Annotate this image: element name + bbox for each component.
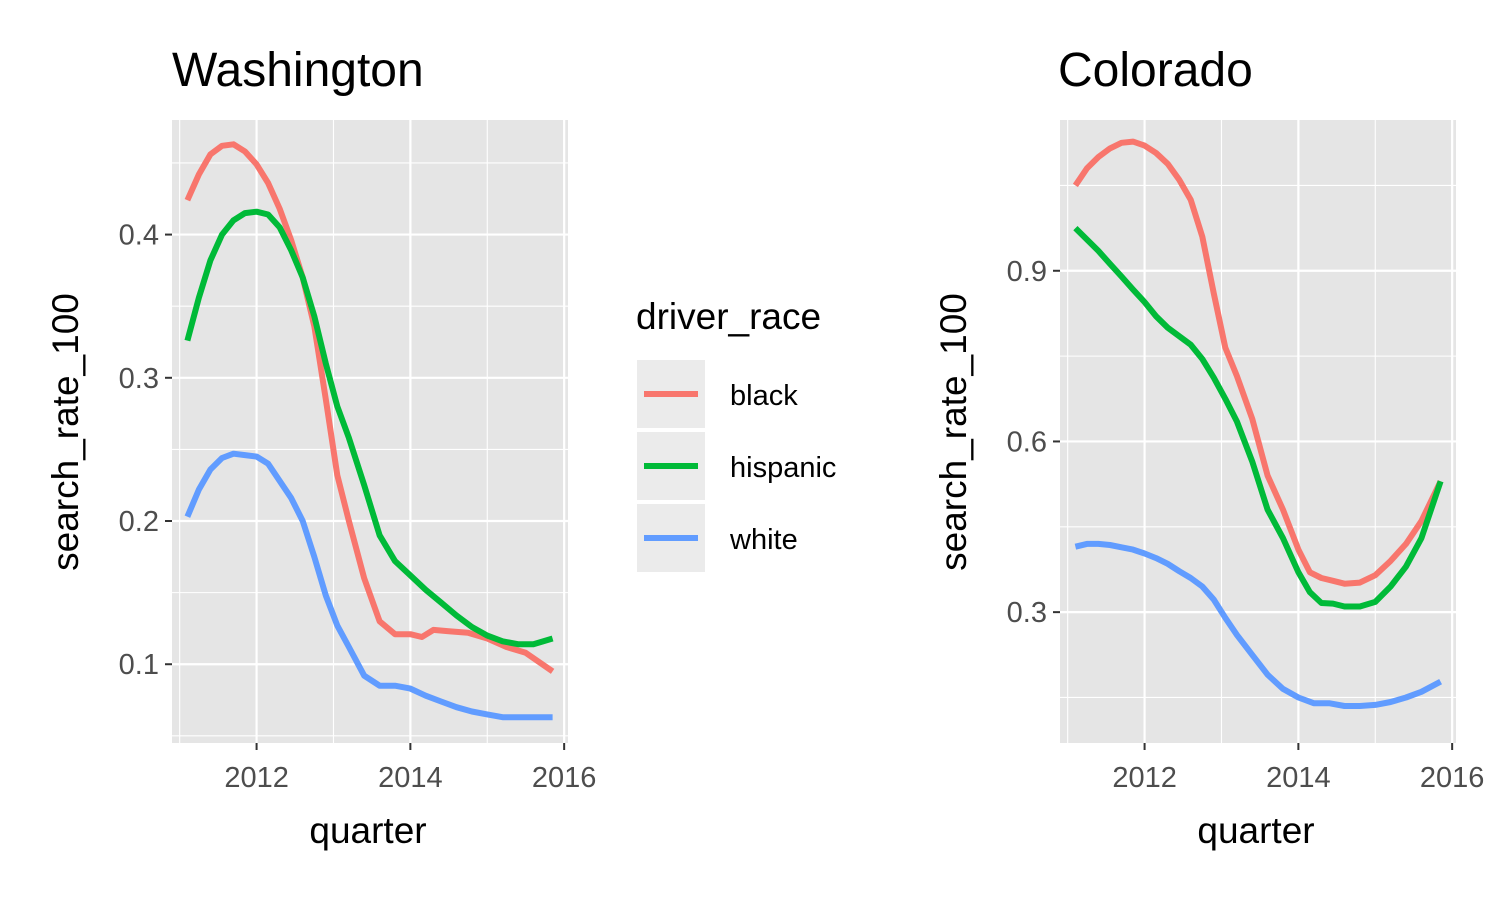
series-line-black (1072, 138, 1444, 587)
panel-title: Washington (172, 44, 424, 97)
legend: driver_race black hispanic white (636, 296, 836, 572)
series-line-hispanic (1073, 225, 1444, 610)
legend-label-hispanic: hispanic (730, 452, 836, 484)
legend-item-black: black (637, 360, 798, 428)
y-tick-label: 0.3 (119, 363, 159, 395)
colorado-panel: Colorado search_rate_100 quarter 2012 201… (933, 44, 1484, 851)
x-tick-label: 2014 (1266, 762, 1331, 794)
x-tick-label: 2014 (378, 762, 443, 794)
legend-title: driver_race (636, 296, 821, 337)
y-tick-label: 0.1 (119, 649, 159, 681)
y-tick-label: 0.2 (119, 506, 159, 538)
legend-label-white: white (729, 524, 798, 556)
plot-area (1060, 120, 1456, 743)
washington-panel: Washington search_rate_100 quarter 2012 2… (45, 44, 596, 851)
y-tick-label: 0.3 (1007, 597, 1047, 629)
plot-area (172, 120, 568, 743)
legend-label-black: black (730, 380, 798, 412)
x-tick-label: 2016 (532, 762, 597, 794)
y-tick-label: 0.9 (1007, 256, 1047, 288)
x-axis-title: quarter (1197, 810, 1314, 851)
series-line-hispanic (184, 208, 554, 648)
x-tick-label: 2012 (1112, 762, 1177, 794)
legend-item-hispanic: hispanic (637, 432, 836, 500)
x-axis-title: quarter (309, 810, 426, 851)
series-line-white (1074, 540, 1443, 709)
series-line-black (184, 141, 555, 674)
y-axis-title: search_rate_100 (933, 293, 974, 571)
x-tick-label: 2012 (224, 762, 289, 794)
legend-item-white: white (637, 504, 798, 572)
series-line-white (184, 450, 553, 721)
y-axis-title: search_rate_100 (45, 293, 86, 571)
panel-title: Colorado (1058, 44, 1253, 97)
x-tick-label: 2016 (1420, 762, 1485, 794)
y-tick-label: 0.4 (119, 220, 159, 252)
y-tick-label: 0.6 (1007, 426, 1047, 458)
